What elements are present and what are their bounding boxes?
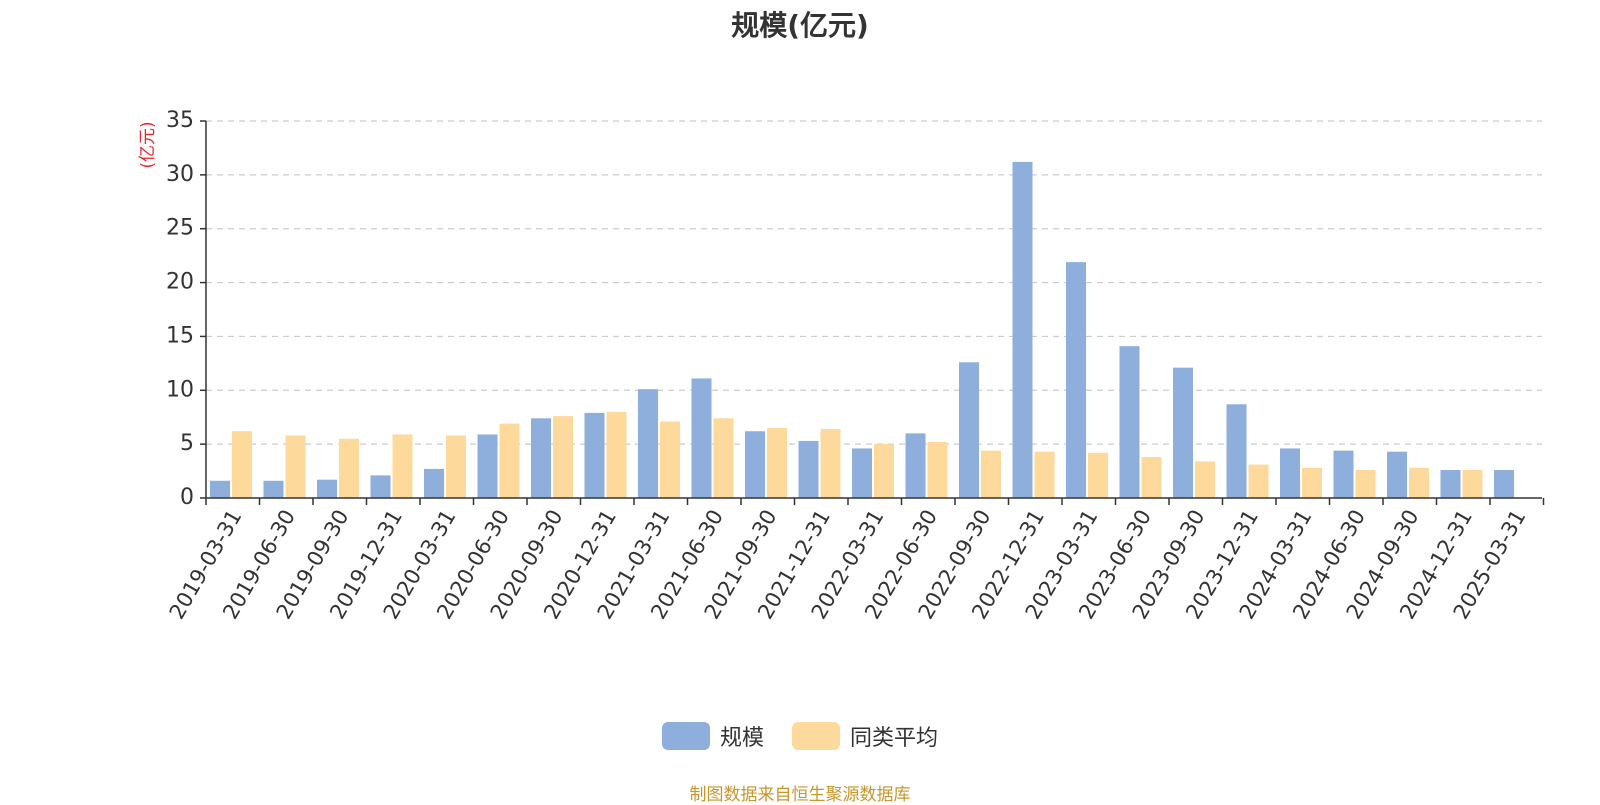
- bar-chart: 051015202530352019-03-312019-06-302019-0…: [138, 108, 1545, 623]
- bar-scale: [1280, 448, 1300, 498]
- y-tick-label: 30: [166, 162, 194, 187]
- bar-scale: [1119, 346, 1140, 498]
- bar-peer-average: [339, 438, 359, 498]
- bar-peer-average: [1195, 461, 1215, 498]
- bar-scale: [638, 389, 658, 498]
- bar-peer-average: [232, 431, 252, 498]
- y-tick-label: 10: [166, 377, 194, 402]
- legend: 规模 同类平均: [0, 720, 1600, 752]
- bar-peer-average: [1088, 452, 1108, 498]
- bar-peer-average: [660, 421, 680, 498]
- bar-scale: [263, 480, 284, 498]
- y-tick-label: 5: [180, 431, 194, 456]
- y-tick-label: 25: [166, 216, 194, 241]
- bar-scale: [1066, 262, 1086, 498]
- bar-scale: [1494, 469, 1514, 498]
- y-tick-label: 20: [166, 270, 194, 295]
- bar-scale: [691, 378, 712, 498]
- bar-scale: [477, 434, 498, 498]
- legend-item-peer-average[interactable]: 同类平均: [792, 720, 938, 752]
- bar-scale: [370, 475, 391, 498]
- bar-peer-average: [285, 435, 306, 498]
- bar-scale: [1173, 367, 1193, 498]
- bar-peer-average: [820, 429, 841, 498]
- bar-scale: [317, 479, 337, 498]
- bar-peer-average: [874, 444, 894, 498]
- bar-scale: [852, 448, 872, 498]
- y-tick-label: 35: [166, 108, 194, 133]
- bar-peer-average: [713, 418, 734, 498]
- grid-lines: [206, 120, 1542, 445]
- legend-swatch: [792, 722, 840, 750]
- chart-title: 规模(亿元): [731, 9, 869, 42]
- bar-peer-average: [606, 411, 627, 498]
- bar-scale: [1440, 469, 1461, 498]
- bar-peer-average: [499, 423, 520, 498]
- bar-scale: [531, 418, 551, 498]
- bar-peer-average: [1141, 457, 1162, 498]
- legend-swatch: [661, 722, 710, 750]
- bar-peer-average: [981, 450, 1001, 498]
- bar-peer-average: [1248, 464, 1269, 498]
- bar-scale: [905, 433, 926, 498]
- legend-label: 同类平均: [850, 726, 939, 751]
- legend-item-scale[interactable]: 规模: [661, 720, 764, 752]
- legend-label: 规模: [719, 726, 764, 751]
- bar-peer-average: [927, 441, 948, 498]
- bar-scale: [1333, 450, 1354, 498]
- bar-peer-average: [1409, 467, 1429, 498]
- y-axis-label: (亿元): [138, 121, 158, 168]
- bars: [210, 161, 1514, 498]
- bar-scale: [959, 362, 979, 498]
- bar-scale: [210, 480, 230, 498]
- bar-scale: [1226, 404, 1247, 498]
- bar-peer-average: [767, 427, 787, 498]
- bar-peer-average: [1355, 469, 1376, 498]
- bar-scale: [745, 431, 765, 498]
- bar-scale: [1012, 161, 1033, 498]
- source-note: 制图数据来自恒生聚源数据库: [689, 785, 911, 805]
- y-tick-label: 15: [166, 323, 194, 348]
- axes: 051015202530352019-03-312019-06-302019-0…: [165, 108, 1545, 623]
- bar-peer-average: [553, 416, 573, 498]
- bar-peer-average: [446, 435, 466, 498]
- y-tick-label: 0: [180, 485, 194, 510]
- bar-peer-average: [1302, 467, 1322, 498]
- bar-scale: [1387, 451, 1407, 498]
- bar-peer-average: [1462, 469, 1483, 498]
- bar-peer-average: [1034, 451, 1055, 498]
- bar-scale: [424, 468, 444, 498]
- bar-scale: [798, 440, 819, 498]
- bar-scale: [584, 412, 605, 498]
- bar-peer-average: [392, 434, 413, 498]
